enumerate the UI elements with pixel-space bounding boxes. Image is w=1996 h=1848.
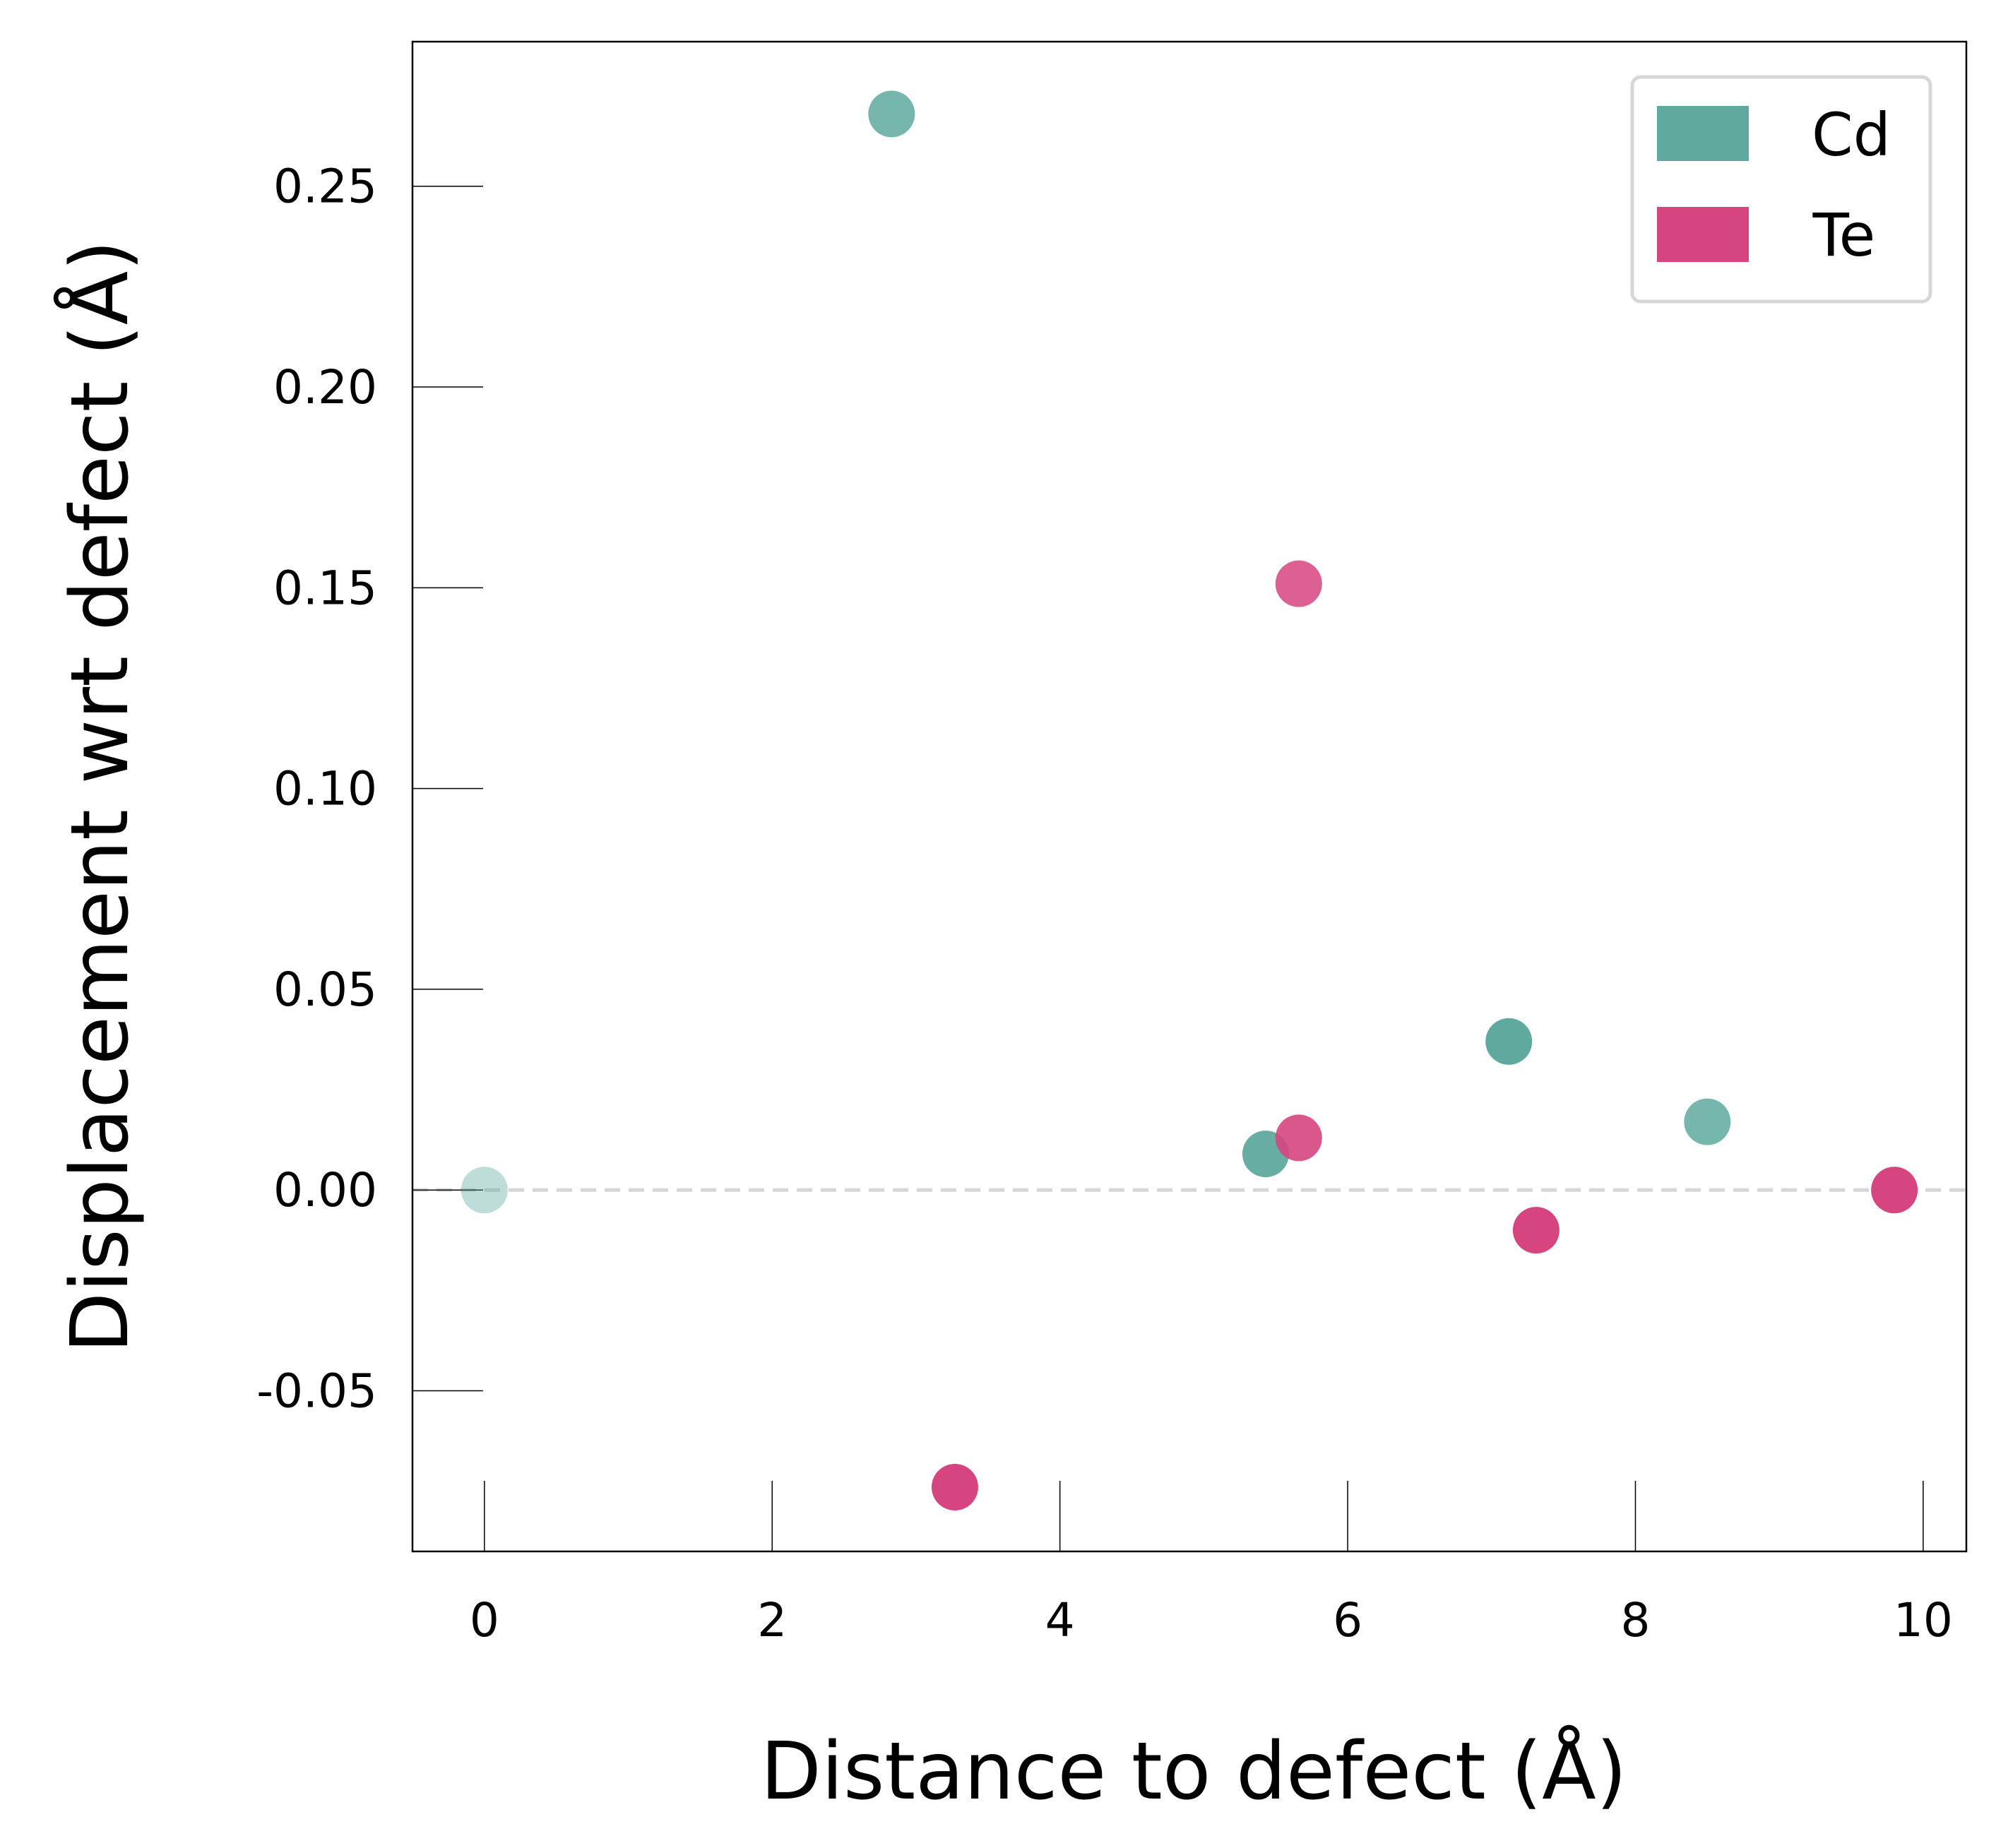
y-tick-label: -0.05 [256,1364,377,1419]
data-point-te [1275,560,1322,607]
legend-label-cd: Cd [1812,100,1891,169]
data-point-cd [1684,1098,1731,1145]
points-layer [461,90,1918,1511]
y-tick-label: 0.10 [273,762,377,816]
data-point-cd [461,1167,508,1214]
legend: Cd Te [1630,75,1932,304]
data-point-te [1275,1114,1322,1162]
x-tick-label: 4 [1045,1593,1075,1647]
data-point-cd [1485,1018,1533,1065]
y-tick-label: 0.00 [273,1163,377,1217]
x-tick-label: 2 [757,1593,787,1647]
y-tick-label: 0.15 [273,561,377,615]
x-tick-label: 6 [1333,1593,1362,1647]
x-tick-label: 8 [1620,1593,1650,1647]
x-tick-label: 10 [1894,1593,1953,1647]
legend-label-te: Te [1812,201,1876,270]
y-tick-label: 0.25 [273,160,377,214]
data-point-te [1871,1167,1918,1214]
data-point-te [1512,1207,1560,1254]
data-point-te [931,1464,978,1511]
ticks-layer: -0.05 0.00 0.05 0.10 0.15 0.20 0.25 0 2 4 6 8 10 [256,160,1953,1647]
legend-swatch-te [1657,207,1749,262]
y-tick-label: 0.05 [273,962,377,1017]
plot-frame [411,40,1968,1553]
x-tick-label: 0 [470,1593,499,1647]
y-axis-label: Displacement wrt defect (Å) [54,240,146,1353]
legend-swatch-cd [1657,106,1749,161]
data-point-cd [868,90,915,138]
x-axis-label: Distance to defect (Å) [761,1725,1627,1818]
y-tick-label: 0.20 [273,360,377,415]
